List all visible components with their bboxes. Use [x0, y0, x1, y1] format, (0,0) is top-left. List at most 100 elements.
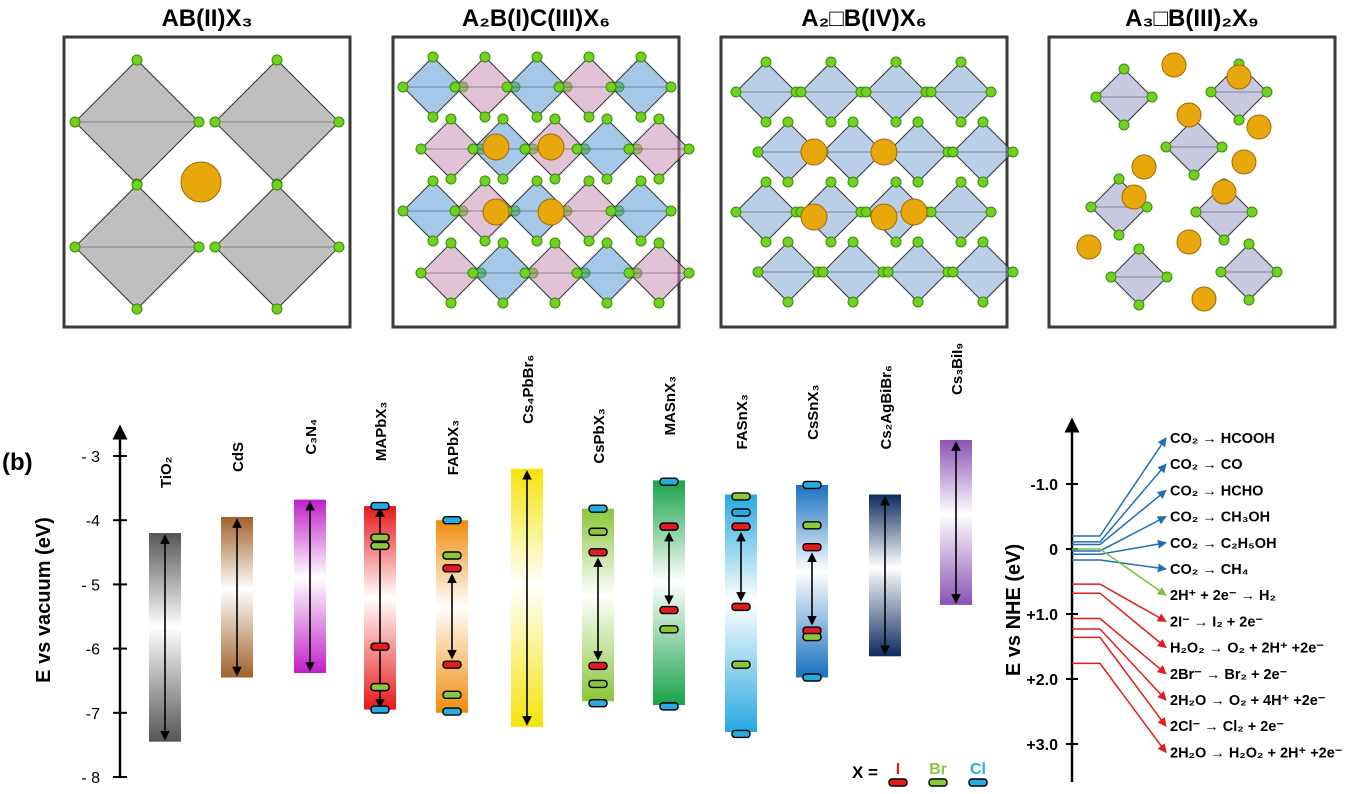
halide-atom	[955, 56, 967, 68]
legend-item-Cl: Cl	[970, 761, 986, 778]
level-marker-Br	[442, 690, 462, 700]
halide-atom	[1090, 91, 1102, 103]
band-6: Cs₄PbBr₆	[511, 355, 543, 727]
halide-atom	[583, 235, 595, 247]
halide-atom	[635, 111, 647, 123]
level-marker-Cl	[442, 516, 462, 525]
halide-atom	[479, 235, 491, 247]
halide-atom	[1007, 266, 1019, 278]
halide-atom	[847, 176, 859, 188]
halide-atom	[752, 146, 764, 158]
band-edge-diagram: TiO₂ CdS C₃N₄ MAPbX₃ FAPbX₃ Cs₄PbBr₆ CsPbX₃ MAS…	[149, 343, 972, 742]
band-11: Cs₂AgBiBr₆	[869, 365, 901, 657]
halide-atom	[531, 175, 543, 187]
halide-atom	[549, 113, 561, 125]
reaction-arrow	[1072, 628, 1167, 701]
halide-atom	[635, 175, 647, 187]
material-label: CsPbX₃	[591, 408, 608, 463]
structure-panel-3: A₂□B(IV)X₆	[719, 5, 1019, 329]
halide-atom	[131, 303, 143, 315]
halide-atom	[1161, 271, 1173, 283]
halide-atom	[730, 206, 742, 218]
a-cation	[482, 198, 510, 226]
band-4: MAPbX₃	[364, 402, 396, 714]
halide-atom	[825, 176, 837, 188]
halide-atom	[653, 113, 665, 125]
halide-atom	[623, 143, 635, 155]
halide-atom	[955, 236, 967, 248]
level-marker-Cl	[731, 729, 751, 739]
halide-legend: X = I Br Cl	[852, 761, 988, 787]
halide-atom	[445, 173, 457, 185]
material-label: MAPbX₃	[373, 402, 390, 462]
halide-atom	[501, 81, 513, 93]
halide-atom	[1160, 141, 1172, 153]
halide-atom	[69, 241, 81, 253]
a-cation	[1231, 149, 1257, 175]
halide-atom	[782, 296, 794, 308]
reaction-label: H₂O₂ → O₂ + 2H⁺ +2e⁻	[1170, 641, 1324, 657]
a-cation	[870, 138, 898, 166]
level-marker-Br	[731, 660, 751, 669]
halide-atom	[683, 267, 695, 279]
a-cation	[1176, 229, 1202, 255]
halide-atom	[760, 56, 772, 68]
material-label: CdS	[230, 442, 247, 472]
a-cation	[1191, 286, 1217, 312]
halide-atom	[653, 237, 665, 249]
halide-atom	[653, 173, 665, 185]
band-12: Cs₃BiI₉	[940, 343, 972, 605]
band-10: CsSnX₃	[796, 385, 828, 682]
structure-title: A₃□B(III)₂X₉	[1125, 5, 1259, 32]
halide-atom	[449, 205, 461, 217]
halide-atom	[397, 81, 409, 93]
halide-atom	[1146, 91, 1158, 103]
halide-atom	[601, 173, 613, 185]
a-cation	[800, 203, 828, 231]
a-cation	[1246, 114, 1272, 140]
legend-item-I: I	[896, 761, 900, 778]
reaction-label: 2H₂O → O₂ + 4H⁺ +2e⁻	[1170, 693, 1326, 709]
halide-atom	[623, 267, 635, 279]
halide-atom	[605, 81, 617, 93]
halide-atom	[635, 51, 647, 63]
halide-atom	[1188, 169, 1200, 181]
reaction-label: CO₂ → HCOOH	[1170, 431, 1275, 447]
a-cation	[1176, 102, 1202, 128]
halide-atom	[665, 205, 677, 217]
halide-atom	[467, 267, 479, 279]
halide-atom	[912, 296, 924, 308]
level-marker-Cl	[588, 504, 608, 513]
halide-atom	[601, 237, 613, 249]
halide-atom	[890, 236, 902, 248]
y-tick-label: -7	[86, 706, 100, 723]
halide-atom	[531, 111, 543, 123]
structure-title: A₂□B(IV)X₆	[801, 5, 926, 32]
material-label: TiO₂	[158, 457, 175, 488]
halide-atom	[497, 113, 509, 125]
halide-atom	[333, 241, 345, 253]
level-marker-Cl	[659, 702, 679, 711]
halide-atom	[985, 206, 997, 218]
reaction-arrow	[1072, 463, 1167, 543]
level-marker-Br	[370, 533, 390, 542]
halide-atom	[860, 86, 872, 98]
a-cation	[1076, 234, 1102, 260]
halide-atom	[519, 143, 531, 155]
halide-atom	[912, 116, 924, 128]
halide-atom	[193, 241, 205, 253]
halide-atom	[1141, 201, 1153, 213]
reaction-label: 2Br⁻ → Br₂ + 2e⁻	[1170, 667, 1288, 683]
halide-atom	[583, 111, 595, 123]
structure-panel-1: AB(II)X₃	[62, 5, 352, 329]
halide-atom	[635, 235, 647, 247]
material-label: CsSnX₃	[805, 385, 822, 440]
halide-atom	[1215, 266, 1227, 278]
band-8: MASnX₃	[653, 376, 685, 711]
halide-atom	[825, 116, 837, 128]
panel-b-label: (b)	[2, 449, 33, 476]
reaction-label: 2H₂O → H₂O₂ + 2H⁺ +2e⁻	[1170, 745, 1343, 761]
halide-atom	[1261, 86, 1273, 98]
nhe-tick-label: 0	[1049, 542, 1058, 559]
